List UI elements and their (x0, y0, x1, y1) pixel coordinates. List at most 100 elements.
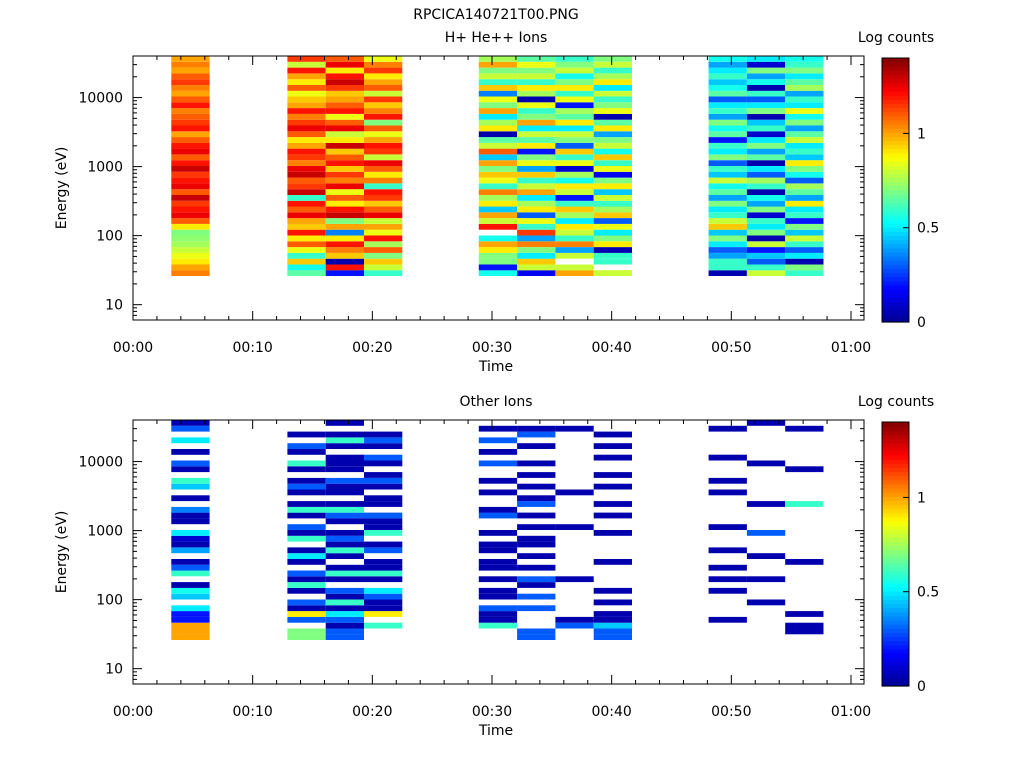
heatmap-cell (708, 218, 747, 224)
heatmap-cell (478, 559, 518, 565)
colorbar-segment (882, 173, 909, 179)
colorbar-segment (882, 463, 909, 468)
heatmap-cell (171, 218, 210, 224)
heatmap-cell (708, 56, 747, 62)
heatmap-cell (555, 229, 594, 236)
heatmap-cell (517, 108, 556, 114)
heatmap-cell (746, 177, 786, 184)
heatmap-cell (785, 622, 824, 629)
heatmap-cell (708, 108, 747, 114)
heatmap-cell (364, 125, 403, 132)
x-tick-label: 00:10 (232, 704, 272, 720)
heatmap-cell (785, 85, 824, 91)
heatmap-cell (287, 547, 326, 554)
heatmap-cell (478, 611, 518, 617)
colorbar-segment (882, 272, 909, 278)
colorbar-segment (882, 587, 909, 592)
heatmap-cell (171, 559, 210, 565)
heatmap-cell (517, 524, 556, 530)
heatmap-cell (325, 183, 364, 190)
heatmap-cell (325, 241, 364, 248)
heatmap-cell (746, 241, 786, 248)
heatmap-cell (287, 125, 326, 132)
heatmap-cell (364, 576, 403, 583)
heatmap-cell (364, 483, 403, 490)
heatmap-cell (555, 425, 594, 432)
colorbar-segment (882, 657, 909, 662)
colorbar-segment (882, 628, 909, 633)
heatmap-cell (785, 148, 824, 155)
colorbar-segment (882, 297, 909, 302)
heatmap-cell (593, 252, 632, 259)
colorbar-segment (882, 194, 909, 199)
colorbar-segment (882, 305, 909, 311)
colorbar-segment (882, 91, 909, 96)
colorbar-label: Log counts (858, 30, 934, 46)
x-tick-label: 00:10 (232, 340, 272, 356)
heatmap-cell (325, 622, 364, 629)
heatmap-cell (785, 177, 824, 184)
heatmap-cell (325, 131, 364, 138)
heatmap-cell (785, 61, 824, 68)
colorbar-segment (882, 681, 909, 687)
heatmap-cell (478, 235, 518, 242)
heatmap-cell (478, 223, 518, 230)
heatmap-cell (746, 599, 786, 606)
heatmap-cell (708, 576, 747, 583)
y-axis: 10 100 1000 10000 (78, 419, 864, 685)
heatmap-cell (364, 605, 403, 612)
heatmap-cell (785, 241, 824, 248)
heatmap-cells (171, 420, 824, 640)
heatmap-cell (785, 252, 824, 259)
colorbar-tick-label: 0.5 (917, 221, 939, 237)
colorbar-segment (882, 239, 909, 245)
heatmap-cell (287, 616, 326, 623)
colorbar-segment (882, 483, 909, 489)
colorbar-segment (882, 558, 909, 563)
colorbar-segment (882, 488, 909, 493)
heatmap-cell (593, 119, 632, 126)
heatmap-cell (746, 160, 786, 166)
colorbar-segment (882, 426, 909, 431)
heatmap-cell (287, 535, 326, 542)
heatmap-cell (287, 235, 326, 242)
heatmap-cell (746, 96, 786, 103)
heatmap-cell (478, 477, 518, 484)
heatmap-cell (325, 119, 364, 126)
heatmap-cell (593, 212, 632, 219)
colorbar-segment (882, 128, 909, 133)
heatmap-cell (746, 102, 786, 109)
colorbar-segment (882, 479, 909, 485)
heatmap-cell (325, 85, 364, 91)
plot-frame (132, 55, 865, 321)
heatmap-cell (364, 443, 403, 449)
heatmap-cell (746, 223, 786, 230)
heatmap-cell (746, 131, 786, 138)
heatmap-cell (785, 611, 824, 617)
heatmap-cell (593, 189, 632, 195)
heatmap-cell (325, 195, 364, 201)
heatmap-cell (746, 108, 786, 114)
heatmap-cell (593, 166, 632, 172)
colorbar-segment (882, 624, 909, 629)
heatmap-cell (555, 142, 594, 149)
heatmap-cell (746, 56, 786, 62)
colorbar-segment (882, 446, 909, 452)
heatmap-cell (785, 137, 824, 143)
heatmap-cell (325, 477, 364, 484)
heatmap-cell (517, 223, 556, 230)
heatmap-cell (171, 160, 210, 166)
colorbar-segment (882, 566, 909, 572)
colorbar-segment (882, 632, 909, 638)
heatmap-cell (746, 212, 786, 219)
heatmap-cell (555, 56, 594, 62)
heatmap-cell (171, 449, 210, 455)
heatmap-cell (171, 137, 210, 143)
heatmap-cell (517, 425, 556, 432)
heatmap-cell (171, 212, 210, 219)
heatmap-cell (785, 628, 824, 635)
colorbar-segment (882, 78, 909, 84)
heatmap-cell (517, 212, 556, 219)
heatmap-cell (593, 142, 632, 149)
heatmap-cell (478, 541, 518, 548)
